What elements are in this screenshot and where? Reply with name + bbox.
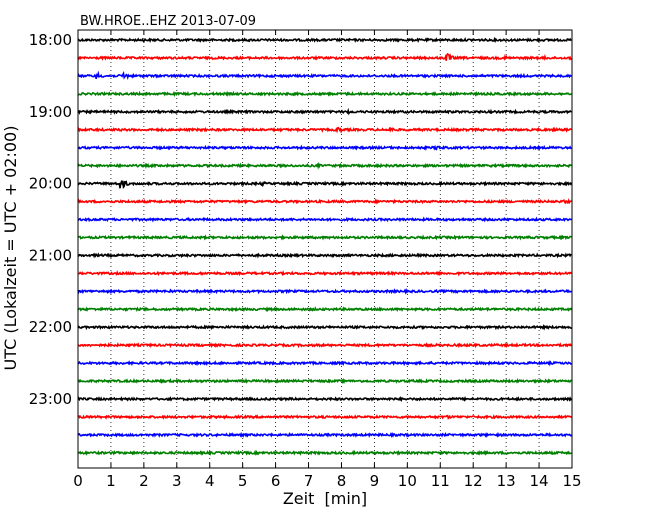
- x-tick-label: 0: [73, 472, 83, 490]
- seismic-traces: [77, 36, 573, 456]
- trace-2130: [77, 288, 572, 295]
- x-tick-label: 3: [172, 472, 182, 490]
- trace-2300: [77, 396, 573, 403]
- x-tick-label: 10: [398, 472, 417, 490]
- trace-2145: [77, 306, 573, 313]
- x-tick-label: 2: [139, 472, 149, 490]
- x-tick-label: 9: [370, 472, 380, 490]
- y-tick-label: 21:00: [29, 246, 72, 264]
- trace-2215: [77, 342, 572, 349]
- x-tick-label: 13: [497, 472, 516, 490]
- y-tick-label: 19:00: [29, 103, 72, 121]
- x-tick-label: 11: [431, 472, 450, 490]
- y-axis: 18:00 19:00 20:00 21:00 22:00 23:00: [29, 31, 72, 408]
- x-tick-label: 7: [304, 472, 314, 490]
- trace-2230: [77, 359, 572, 367]
- trace-2315: [77, 414, 573, 420]
- trace-1830: [77, 70, 572, 80]
- grid-lines: [110, 30, 540, 468]
- y-tick-label: 23:00: [29, 390, 72, 408]
- trace-1930: [77, 144, 572, 151]
- chart-title: BW.HROE..EHZ 2013-07-09: [80, 14, 256, 29]
- trace-1815: [77, 52, 573, 62]
- trace-1900: [77, 107, 572, 116]
- x-tick-label: 4: [205, 472, 215, 490]
- y-axis-label: UTC (Lokalzeit = UTC + 02:00): [1, 126, 20, 371]
- plot-frame: [77, 29, 573, 469]
- trace-2045: [77, 234, 572, 241]
- trace-2345: [77, 449, 572, 456]
- x-tick-label: 15: [562, 472, 581, 490]
- y-tick-label: 18:00: [29, 31, 72, 49]
- trace-2000: [77, 179, 573, 190]
- trace-2115: [77, 270, 572, 277]
- trace-1800: [77, 36, 573, 44]
- trace-2100: [77, 252, 572, 259]
- x-axis-label: Zeit [min]: [283, 489, 367, 508]
- x-tick-label: 6: [271, 472, 281, 490]
- trace-1945: [77, 161, 573, 170]
- trace-2200: [77, 323, 572, 331]
- trace-1845: [77, 90, 572, 98]
- y-tick-label: 20:00: [29, 175, 72, 193]
- x-tick-label: 8: [337, 472, 347, 490]
- x-tick-label: 5: [238, 472, 248, 490]
- x-tick-label: 14: [530, 472, 549, 490]
- x-tick-label: 12: [464, 472, 483, 490]
- y-tick-label: 22:00: [29, 318, 72, 336]
- trace-2030: [77, 216, 573, 223]
- trace-1915: [77, 126, 572, 134]
- trace-2015: [77, 198, 572, 205]
- trace-2245: [77, 377, 572, 385]
- x-tick-label: 1: [106, 472, 116, 490]
- x-axis: 0 1 2 3 4 5 6 7 8 9 10 11 12 13 14 15: [73, 30, 582, 490]
- trace-2330: [77, 431, 573, 439]
